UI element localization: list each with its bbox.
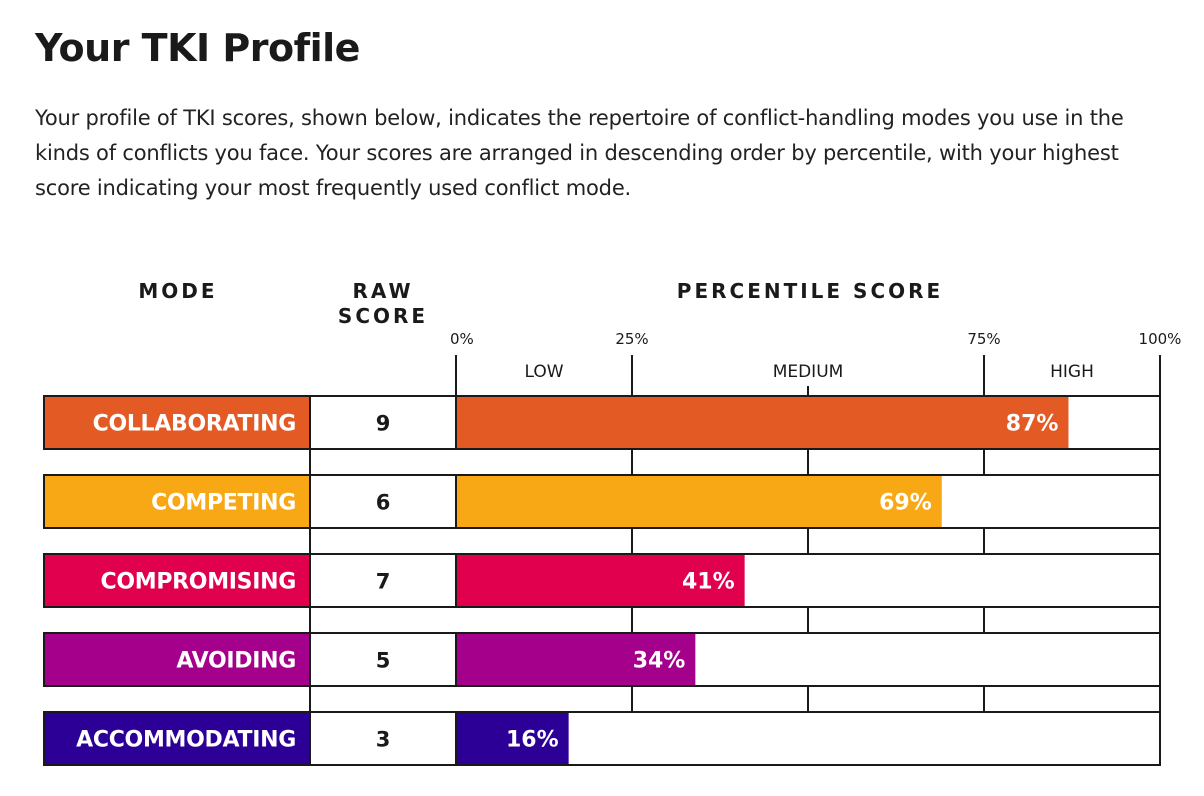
bar-value-label: 34% [633, 649, 686, 674]
mode-cell [43, 474, 311, 529]
tick-label: 100% [1139, 330, 1182, 348]
bar [457, 476, 942, 527]
raw-score: 7 [376, 570, 391, 594]
bar-value-label: 41% [682, 570, 735, 595]
intro-paragraph: Your profile of TKI scores, shown below,… [35, 106, 1124, 200]
mode-cell [43, 553, 311, 608]
row-gap [309, 448, 1161, 476]
row-gap [309, 606, 1161, 634]
raw-score-cell [309, 632, 457, 687]
bar [457, 713, 569, 764]
header-mode: MODE [138, 279, 217, 303]
mode-label: COMPETING [151, 491, 296, 516]
band-label: MEDIUM [773, 362, 844, 382]
mode-label: AVOIDING [176, 649, 296, 674]
raw-score: 5 [376, 649, 391, 673]
mode-label: ACCOMMODATING [76, 728, 296, 753]
tick-label: 25% [615, 330, 648, 348]
mode-label: COMPROMISING [101, 570, 297, 595]
bar [457, 555, 745, 606]
raw-score: 6 [376, 491, 391, 515]
bar-value-label: 69% [879, 491, 932, 516]
raw-score: 3 [376, 728, 391, 752]
row-gap [309, 685, 1161, 713]
raw-score-cell [309, 395, 457, 450]
mode-label: COLLABORATING [93, 412, 296, 437]
band-label: LOW [524, 362, 563, 382]
page-title: Your TKI Profile [35, 26, 360, 70]
tick-label: 0% [450, 330, 474, 348]
mode-cell [43, 395, 311, 450]
band-label: HIGH [1050, 362, 1094, 382]
mode-cell [43, 711, 311, 766]
header-percentile: PERCENTILE SCORE [677, 279, 943, 303]
header-raw: RAW [352, 279, 413, 303]
row-gap [309, 527, 1161, 555]
bar-value-label: 87% [1006, 412, 1059, 437]
bar-value-label: 16% [506, 728, 559, 753]
header-score: SCORE [338, 304, 428, 328]
raw-score: 9 [376, 412, 391, 436]
bar [457, 397, 1069, 448]
tick-label: 75% [967, 330, 1000, 348]
bar [457, 634, 696, 685]
mode-cell [43, 632, 311, 687]
